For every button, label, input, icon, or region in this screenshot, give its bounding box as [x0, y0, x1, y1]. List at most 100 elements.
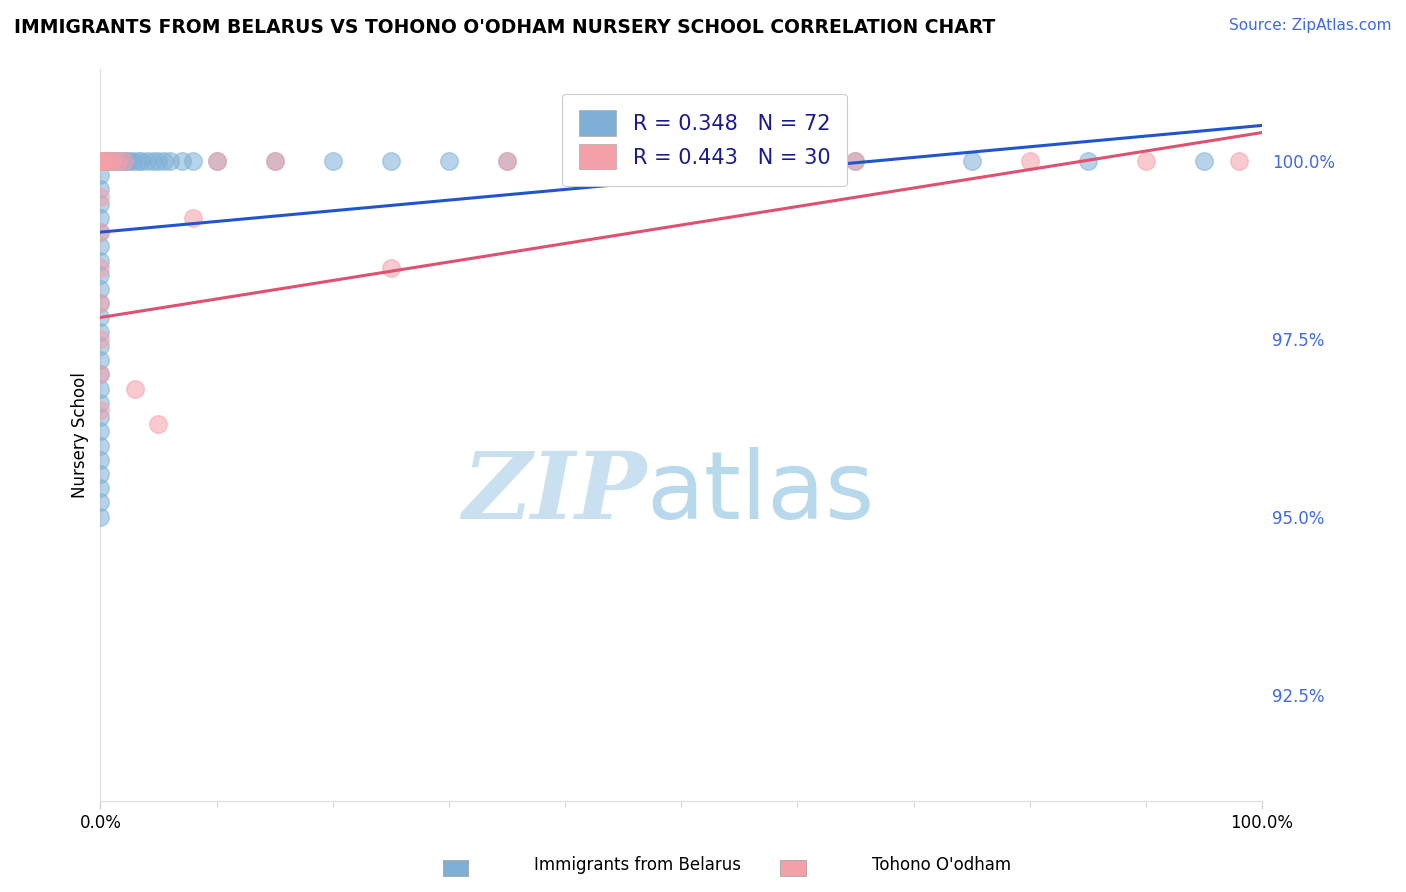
- Point: [110, 153, 132, 168]
- Point: [89, 153, 111, 168]
- Point: [205, 153, 228, 168]
- Point: [89, 296, 111, 310]
- Point: [89, 153, 111, 168]
- Y-axis label: Nursery School: Nursery School: [72, 372, 89, 498]
- Point: [1192, 153, 1215, 168]
- Point: [129, 153, 152, 168]
- Point: [89, 239, 111, 253]
- Point: [89, 153, 111, 168]
- Point: [89, 495, 111, 509]
- Point: [89, 168, 111, 182]
- Point: [89, 253, 111, 268]
- Point: [728, 153, 751, 168]
- Point: [89, 153, 111, 168]
- Point: [89, 410, 111, 425]
- Point: [89, 282, 111, 296]
- Point: [96, 153, 118, 168]
- Point: [89, 153, 111, 168]
- Point: [107, 153, 129, 168]
- Point: [118, 153, 141, 168]
- Point: [89, 153, 111, 168]
- Point: [107, 153, 129, 168]
- Point: [89, 211, 111, 225]
- Point: [1077, 153, 1099, 168]
- Point: [153, 153, 176, 168]
- Point: [89, 382, 111, 396]
- Point: [89, 153, 111, 168]
- Point: [89, 368, 111, 382]
- Point: [98, 153, 121, 168]
- Point: [89, 153, 111, 168]
- Point: [1018, 153, 1040, 168]
- Point: [89, 452, 111, 467]
- Point: [89, 325, 111, 339]
- Point: [844, 153, 866, 168]
- Point: [112, 153, 135, 168]
- Point: [96, 153, 118, 168]
- Text: Source: ZipAtlas.com: Source: ZipAtlas.com: [1229, 18, 1392, 33]
- Text: Immigrants from Belarus: Immigrants from Belarus: [534, 855, 741, 873]
- Point: [89, 396, 111, 410]
- Text: ZIP: ZIP: [463, 449, 647, 539]
- Point: [89, 153, 111, 168]
- Legend: R = 0.348   N = 72, R = 0.443   N = 30: R = 0.348 N = 72, R = 0.443 N = 30: [562, 94, 846, 186]
- Point: [89, 438, 111, 452]
- Point: [263, 153, 285, 168]
- Point: [89, 310, 111, 325]
- Point: [89, 153, 111, 168]
- Text: Tohono O'odham: Tohono O'odham: [872, 855, 1011, 873]
- Point: [181, 211, 204, 225]
- Point: [380, 260, 402, 275]
- Point: [101, 153, 124, 168]
- Point: [148, 417, 170, 432]
- Point: [124, 382, 146, 396]
- Point: [89, 153, 111, 168]
- Point: [97, 153, 120, 168]
- Point: [89, 153, 111, 168]
- Text: IMMIGRANTS FROM BELARUS VS TOHONO O'ODHAM NURSERY SCHOOL CORRELATION CHART: IMMIGRANTS FROM BELARUS VS TOHONO O'ODHA…: [14, 18, 995, 37]
- Point: [89, 368, 111, 382]
- Point: [112, 153, 135, 168]
- Point: [844, 153, 866, 168]
- Point: [89, 353, 111, 368]
- Point: [496, 153, 519, 168]
- Point: [127, 153, 149, 168]
- Point: [1227, 153, 1250, 168]
- Point: [89, 153, 111, 168]
- Point: [89, 268, 111, 282]
- Point: [89, 196, 111, 211]
- Point: [104, 153, 127, 168]
- Point: [89, 153, 111, 168]
- Point: [142, 153, 165, 168]
- Point: [380, 153, 402, 168]
- Point: [101, 153, 124, 168]
- Point: [89, 182, 111, 196]
- Point: [89, 153, 111, 168]
- Point: [89, 425, 111, 439]
- Point: [100, 153, 122, 168]
- Point: [159, 153, 181, 168]
- Point: [89, 260, 111, 275]
- Point: [89, 509, 111, 524]
- Point: [93, 153, 115, 168]
- Point: [89, 153, 111, 168]
- Point: [89, 153, 111, 168]
- Point: [89, 153, 111, 168]
- Point: [89, 339, 111, 353]
- Point: [89, 153, 111, 168]
- Point: [115, 153, 138, 168]
- Point: [89, 481, 111, 495]
- Point: [89, 403, 111, 417]
- Point: [205, 153, 228, 168]
- Point: [89, 296, 111, 310]
- Point: [669, 153, 692, 168]
- Point: [960, 153, 983, 168]
- Point: [496, 153, 519, 168]
- Point: [322, 153, 344, 168]
- Point: [89, 225, 111, 239]
- Point: [89, 153, 111, 168]
- Point: [263, 153, 285, 168]
- Point: [89, 467, 111, 481]
- Point: [89, 225, 111, 239]
- Point: [181, 153, 204, 168]
